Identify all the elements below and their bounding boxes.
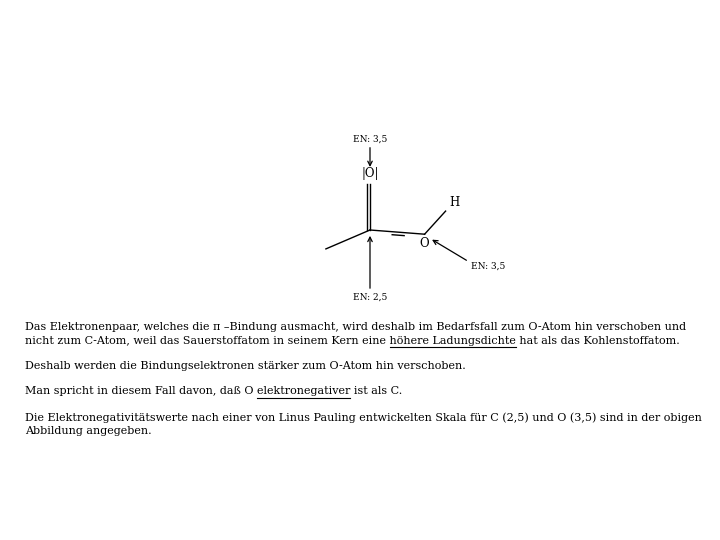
Text: Das Elektronenpaar, welches die π –Bindung ausmacht, wird deshalb im Bedarfsfall: Das Elektronenpaar, welches die π –Bindu… [25, 322, 686, 332]
Text: EN: 3,5: EN: 3,5 [353, 135, 387, 144]
Text: EN: 3,5: EN: 3,5 [471, 261, 505, 270]
Text: Man spricht in diesem Fall davon, daß O elektronegativer ist als C.: Man spricht in diesem Fall davon, daß O … [25, 387, 402, 396]
Text: EN: 2,5: EN: 2,5 [353, 293, 387, 302]
Text: nicht zum C-Atom, weil das Sauerstoffatom in seinem Kern eine höhere Ladungsdich: nicht zum C-Atom, weil das Sauerstoffato… [25, 335, 680, 346]
Text: H: H [449, 196, 460, 209]
Text: O: O [420, 237, 429, 250]
Text: Die Elektronegativitätswerte nach einer von Linus Pauling entwickelten Skala für: Die Elektronegativitätswerte nach einer … [25, 412, 702, 423]
Text: Deshalb werden die Bindungselektronen stärker zum O-Atom hin verschoben.: Deshalb werden die Bindungselektronen st… [25, 361, 466, 371]
Text: Abbildung angegeben.: Abbildung angegeben. [25, 426, 152, 435]
Text: |O|: |O| [361, 167, 379, 180]
